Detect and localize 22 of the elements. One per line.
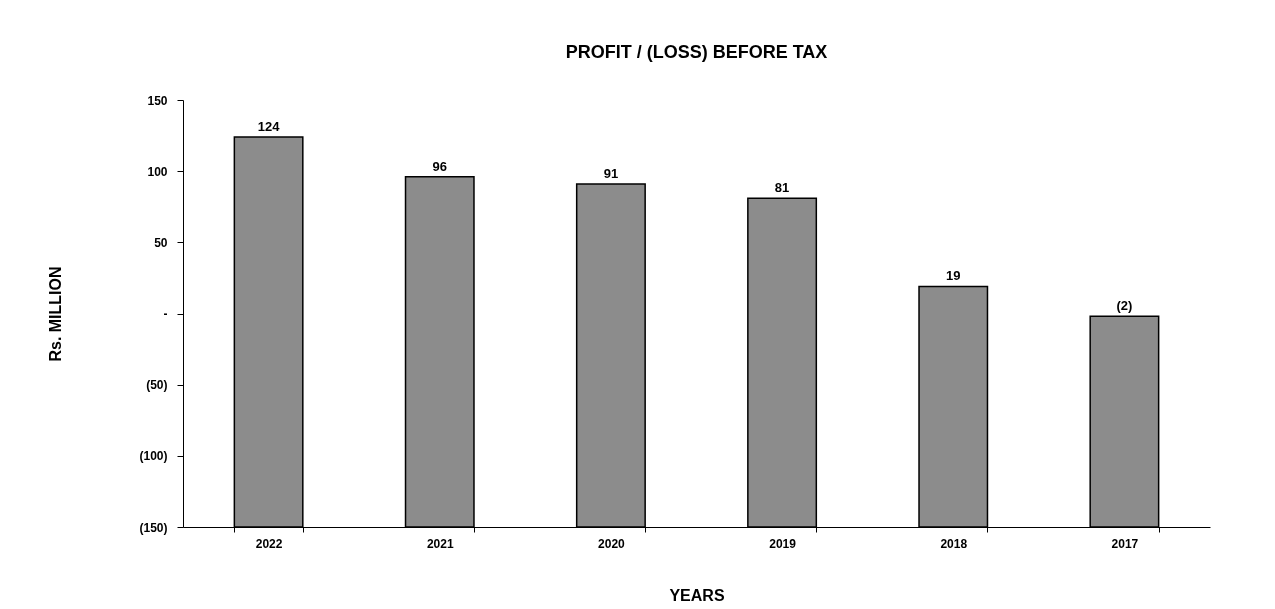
data-label: (2) bbox=[1116, 298, 1133, 314]
data-label: 96 bbox=[432, 158, 447, 174]
x-tick-label: 2017 bbox=[1111, 536, 1139, 551]
x-tick-label: 2021 bbox=[426, 536, 454, 551]
data-label: 81 bbox=[774, 180, 790, 196]
x-tick-label: 2020 bbox=[598, 536, 626, 551]
y-tick-label: (50) bbox=[146, 378, 168, 393]
x-tick-label: 2019 bbox=[769, 536, 797, 551]
y-tick-label: (100) bbox=[139, 449, 168, 464]
x-axis-title: YEARS bbox=[669, 586, 725, 604]
data-label: 124 bbox=[257, 119, 281, 135]
x-tick-label: 2018 bbox=[940, 536, 968, 551]
y-tick-label: 50 bbox=[154, 235, 168, 250]
data-label: 91 bbox=[603, 165, 619, 181]
y-tick-label: - bbox=[163, 307, 168, 321]
y-axis-title: Rs. MILLION bbox=[47, 266, 65, 362]
y-tick-label: 100 bbox=[147, 164, 168, 179]
x-tick-label: 2022 bbox=[255, 536, 283, 551]
y-tick-label: (150) bbox=[139, 520, 168, 535]
y-tick-label: 150 bbox=[147, 93, 168, 108]
data-label: 19 bbox=[946, 268, 961, 284]
chart-title: PROFIT / (LOSS) BEFORE TAX bbox=[565, 42, 828, 62]
